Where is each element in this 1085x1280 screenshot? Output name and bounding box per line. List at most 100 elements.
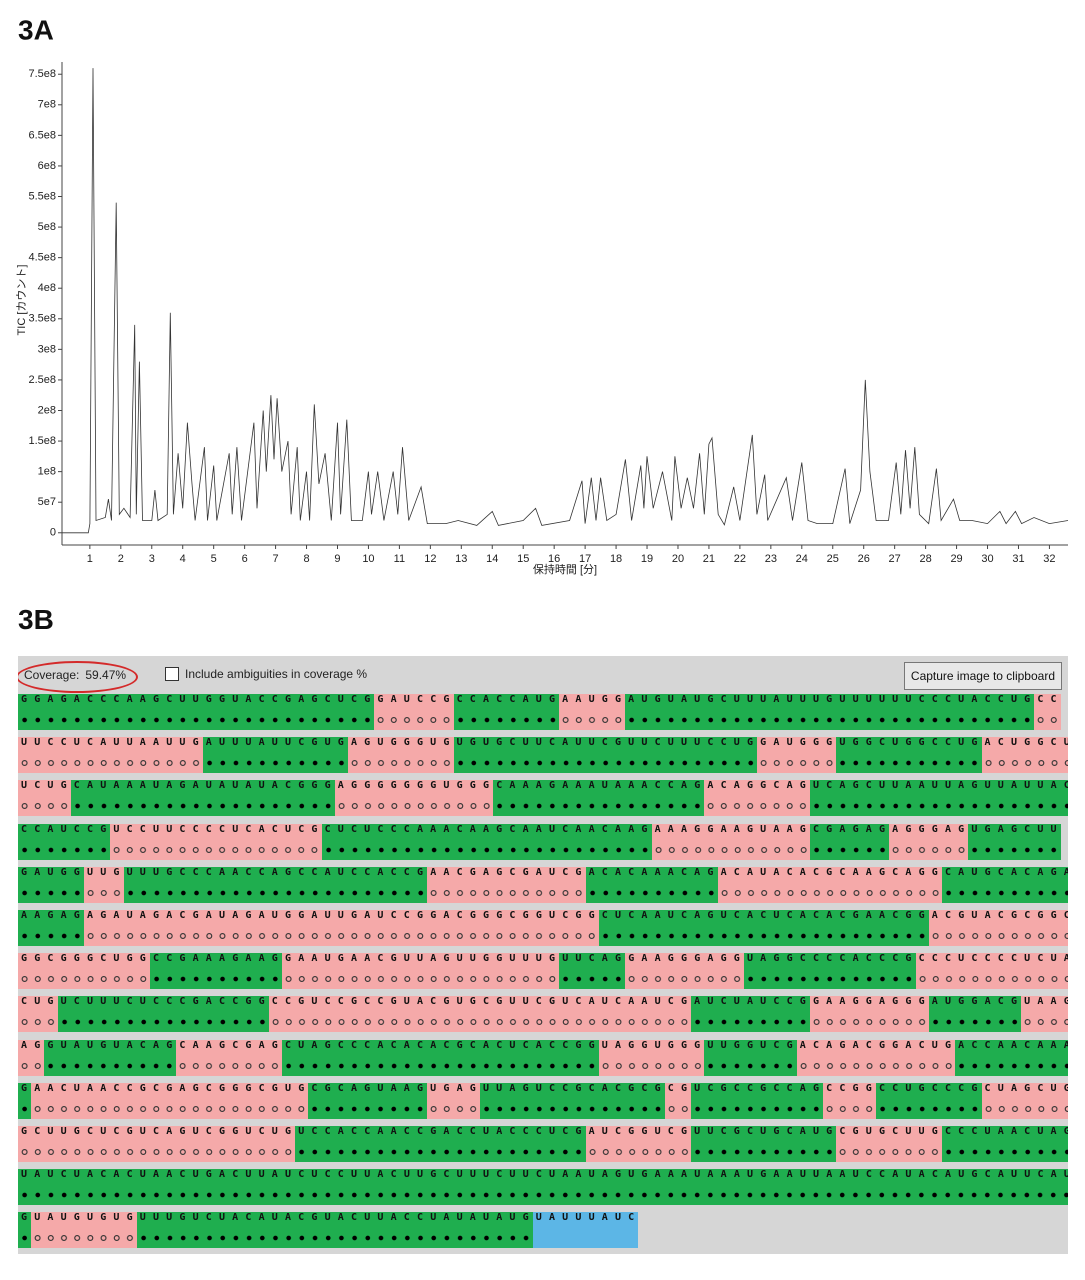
nucleotides: AAUGG bbox=[562, 694, 626, 705]
nucleotides: CCCUCCCCUCUAU bbox=[918, 953, 1068, 965]
sequence-segment: ACCAACAAAC bbox=[955, 1039, 1068, 1076]
x-tick-label: 31 bbox=[1012, 553, 1024, 565]
sequence-segment: AG bbox=[18, 1039, 45, 1076]
nucleotides: GAUGG bbox=[21, 866, 84, 878]
coverage-markers bbox=[743, 973, 916, 986]
nucleotides: CCGG bbox=[826, 1082, 876, 1094]
sequence-segment: GAUGGG bbox=[757, 737, 837, 774]
coverage-markers bbox=[31, 1102, 309, 1115]
nucleotides: UCCUUCCCCUCACUCG bbox=[113, 823, 322, 835]
x-tick-label: 18 bbox=[610, 553, 622, 565]
nucleotides: AUGGACG bbox=[931, 996, 1022, 1008]
sequence-segment: CGUGCUUG bbox=[836, 1126, 942, 1162]
nucleotides: AG bbox=[21, 1039, 40, 1051]
nucleotides: UCCACCAACCGACCUACCCUCG bbox=[298, 1126, 586, 1137]
sequence-segment: UAGGUGGG bbox=[598, 1039, 705, 1076]
sequence-row: GAACUAACCGCGAGCGGGCGUGCGCAGUAAGUGAGUUAGU… bbox=[18, 1082, 1068, 1119]
sequence-segment: CCGG bbox=[823, 1082, 876, 1119]
coverage-markers bbox=[651, 843, 810, 856]
sequence-segment: ACAGGCAG bbox=[704, 780, 810, 817]
sequence-segment: UAUUUAUC bbox=[532, 1212, 639, 1249]
checkbox-box[interactable] bbox=[165, 667, 179, 681]
coverage-markers bbox=[84, 930, 599, 942]
coverage-markers bbox=[18, 1189, 1068, 1202]
sequence-segment: AAUGG bbox=[559, 694, 626, 730]
coverage-markers bbox=[479, 1102, 665, 1115]
nucleotides: CGAGAG bbox=[812, 823, 890, 835]
y-tick-label: 2e8 bbox=[38, 404, 56, 416]
nucleotides: CAAAGAAAUAAACCAG bbox=[496, 780, 705, 792]
y-tick-label: 5e7 bbox=[38, 496, 56, 508]
nucleotides: CG bbox=[667, 1082, 687, 1094]
sequence-segment: GAAGGAGGG bbox=[809, 996, 929, 1033]
coverage-value: 59.47% bbox=[85, 668, 127, 682]
nucleotides: UCUUUCUCCCGACCGG bbox=[60, 996, 269, 1008]
coverage-markers bbox=[18, 757, 203, 770]
capture-button[interactable]: Capture image to clipboard bbox=[903, 662, 1062, 690]
sequence-segment: ACUGGCUG bbox=[981, 737, 1068, 774]
x-tick-label: 9 bbox=[334, 553, 340, 565]
sequence-segment: AGAUAGACGAUAGAUGGAUUGAUCCGGACGGGCGGUCGG bbox=[84, 910, 599, 946]
sequence-segment: CCAUCCG bbox=[18, 823, 111, 860]
coverage-markers bbox=[70, 800, 335, 813]
nucleotides: GAUGGG bbox=[760, 737, 837, 749]
coverage-markers bbox=[18, 800, 71, 813]
sequence-row: CUG UCUUUCUCCCGACCGG CCGUCCGCCGUACGUGCGUUC… bbox=[18, 996, 1068, 1033]
coverage-markers bbox=[374, 714, 454, 726]
sequence-segment: UUCGCUGCAUG bbox=[691, 1126, 837, 1162]
coverage-markers bbox=[757, 757, 837, 770]
sequence-row: CCAUCCG UCCUUCCCCUCACUCG CUCUCCCAAACAAGCAA… bbox=[18, 823, 1061, 860]
x-tick-label: 13 bbox=[455, 553, 467, 565]
coverage-markers bbox=[691, 1016, 810, 1029]
coverage-markers bbox=[295, 1146, 586, 1158]
x-tick-label: 3 bbox=[149, 553, 155, 565]
nucleotides: CAAGCGAG bbox=[179, 1039, 282, 1051]
sequence-segment: CC bbox=[1034, 694, 1061, 730]
x-tick-label: 11 bbox=[394, 553, 405, 565]
y-axis-label: TIC [カウント] bbox=[15, 265, 28, 336]
sequence-segment: AGUGGGUG bbox=[347, 737, 454, 774]
coverage-markers bbox=[875, 1102, 982, 1115]
coverage-markers bbox=[427, 886, 586, 899]
sequence-segment: G bbox=[18, 1212, 32, 1249]
nucleotides: AACGAGCGAUCG bbox=[430, 866, 586, 878]
sequence-segment: CUCAAUCAGUCACUCACACGAACGG bbox=[598, 910, 929, 946]
nucleotides: GAAUGAACGUUAGUUGGUUUG bbox=[285, 953, 560, 965]
y-tick-label: 7e8 bbox=[38, 99, 56, 111]
x-tick-label: 16 bbox=[548, 553, 560, 565]
sequence-row: AAGAG AGAUAGACGAUAGAUGGAUUGAUCCGGACGGGCGG… bbox=[18, 910, 1068, 946]
sequence-segment: CGCAGUAAG bbox=[308, 1082, 428, 1119]
nucleotides: CCACCAUG bbox=[456, 694, 560, 705]
nucleotides: UUGGUCG bbox=[707, 1039, 797, 1051]
x-tick-label: 22 bbox=[734, 553, 746, 565]
sequence-segment: AACUAACCGCGAGCGGGCGUG bbox=[31, 1082, 309, 1119]
sequence-segment: GUAUGUACAG bbox=[44, 1039, 177, 1076]
sequence-segment: AAAGGAAGUAAG bbox=[651, 823, 810, 860]
coverage-markers bbox=[691, 1102, 824, 1115]
coverage-markers bbox=[836, 1146, 942, 1158]
checkbox[interactable]: Include ambiguities in coverage % bbox=[165, 667, 367, 681]
coverage-markers bbox=[928, 1016, 1022, 1029]
sequence-segment: GAUGG bbox=[18, 866, 84, 903]
coverage-markers bbox=[968, 843, 1061, 856]
coverage-markers bbox=[281, 1059, 599, 1072]
coverage-markers bbox=[928, 930, 1068, 942]
sequence-segment: UGAG bbox=[427, 1082, 480, 1119]
nucleotides: CCCUAACUAGC bbox=[944, 1126, 1068, 1137]
nucleotides: CCGUCCGCCGUACGUGCGUUCGUCAUCAAUCG bbox=[271, 996, 692, 1008]
coverage-markers bbox=[18, 843, 111, 856]
x-tick-label: 32 bbox=[1043, 553, 1055, 565]
sequence-segment: AUUUAUUCGUG bbox=[202, 737, 348, 774]
coverage-panel: Coverage: 59.47% Include ambiguities in c… bbox=[18, 656, 1068, 1254]
nucleotides: CUCUCCCAAACAAGCAAUCAACAAG bbox=[324, 823, 652, 835]
coverage-markers bbox=[941, 1146, 1068, 1158]
coverage: Coverage: 59.47% bbox=[24, 668, 132, 682]
nucleotides: CUG bbox=[21, 996, 58, 1008]
nucleotides: CGCAGUAAG bbox=[311, 1082, 428, 1094]
nucleotides: UAUCUACACUAACUGACUUAUCUCCUUACUUGCUUUCUUC… bbox=[21, 1169, 1068, 1181]
sequence-segment: CUCUCCCAAACAAGCAAUCAACAAG bbox=[321, 823, 652, 860]
y-tick-label: 0 bbox=[50, 527, 56, 539]
x-tick-label: 10 bbox=[362, 553, 374, 565]
